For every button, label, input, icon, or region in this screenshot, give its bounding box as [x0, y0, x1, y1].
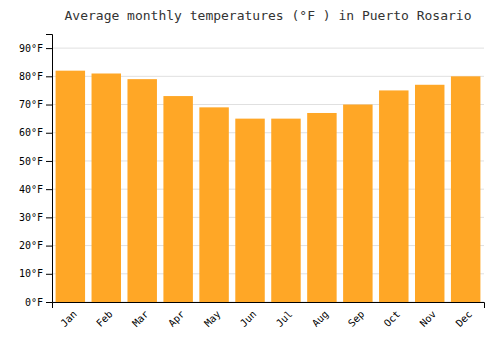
- x-tick: Aug: [310, 308, 331, 329]
- bar: [343, 105, 372, 302]
- grid: [52, 48, 484, 302]
- y-tick-label: 50°F: [19, 156, 43, 167]
- x-tick-label: Aug: [310, 308, 331, 329]
- x-tick: Jun: [238, 308, 259, 329]
- x-tick-label: May: [202, 308, 223, 329]
- bar: [271, 119, 300, 302]
- x-tick: Jan: [58, 308, 79, 329]
- x-tick-label: Jul: [274, 308, 295, 329]
- x-tick-label: Mar: [130, 308, 151, 329]
- chart-container: 0°F 10°F 20°F 30°F 40°F 50°F 60°F 70°F 80°F 90°F J…: [0, 0, 500, 350]
- y-tick-mark: [46, 161, 52, 162]
- x-tick: Dec: [454, 308, 475, 329]
- bars: [56, 71, 481, 302]
- y-tick: 0°F: [25, 297, 52, 308]
- bar: [415, 85, 444, 302]
- y-tick-label: 80°F: [19, 71, 43, 82]
- bar: [307, 113, 336, 302]
- bar: [451, 76, 480, 302]
- x-tick-label: Dec: [454, 308, 475, 329]
- chart-svg: 0°F 10°F 20°F 30°F 40°F 50°F 60°F 70°F 80°F 90°F J…: [0, 0, 500, 350]
- x-tick-label: Oct: [382, 308, 403, 329]
- bar: [235, 119, 264, 302]
- x-tick: Sep: [346, 308, 367, 329]
- y-tick-mark: [46, 105, 52, 106]
- x-tick-label: Jan: [58, 308, 79, 329]
- x-tick: May: [202, 308, 223, 329]
- y-tick: 80°F: [19, 71, 52, 82]
- y-tick-mark: [46, 133, 52, 134]
- chart-title: Average monthly temperatures (°F ) in Pu…: [65, 8, 472, 23]
- y-tick-mark: [46, 189, 52, 190]
- bar: [199, 107, 228, 302]
- y-tick-label: 70°F: [19, 99, 43, 110]
- bar: [127, 79, 156, 302]
- y-tick-label: 40°F: [19, 184, 43, 195]
- bar: [379, 90, 408, 302]
- y-tick: 90°F: [19, 43, 52, 54]
- y-tick-label: 0°F: [25, 297, 43, 308]
- y-tick: 50°F: [19, 156, 52, 167]
- x-tick-label: Sep: [346, 308, 367, 329]
- y-tick-mark: [46, 246, 52, 247]
- y-tick-label: 20°F: [19, 240, 43, 251]
- y-tick-label: 90°F: [19, 43, 43, 54]
- bar: [92, 73, 121, 302]
- y-axis: 0°F 10°F 20°F 30°F 40°F 50°F 60°F 70°F 80°F 90°F: [19, 35, 53, 308]
- x-axis-line: [53, 303, 485, 309]
- y-tick-label: 60°F: [19, 127, 43, 138]
- bar: [56, 71, 85, 302]
- bar: [163, 96, 192, 302]
- x-tick-label: Feb: [94, 308, 115, 329]
- y-tick: 70°F: [19, 99, 52, 110]
- x-axis: Jan Feb Mar Apr May Jun Jul Aug Sep Oct Nov Dec: [53, 303, 485, 329]
- y-axis-line: [46, 35, 53, 303]
- y-tick-label: 10°F: [19, 268, 43, 279]
- x-tick-label: Apr: [166, 308, 187, 329]
- x-tick: Nov: [418, 308, 439, 329]
- y-tick: 30°F: [19, 212, 52, 223]
- x-tick: Apr: [166, 308, 187, 329]
- y-tick-mark: [46, 217, 52, 218]
- y-tick-mark: [46, 76, 52, 77]
- y-tick-mark: [46, 48, 52, 49]
- y-tick: 20°F: [19, 240, 52, 251]
- x-tick-label: Nov: [418, 308, 439, 329]
- y-tick: 40°F: [19, 184, 52, 195]
- y-tick-label: 30°F: [19, 212, 43, 223]
- x-tick: Mar: [130, 308, 151, 329]
- x-tick: Oct: [382, 308, 403, 329]
- plot-area: 0°F 10°F 20°F 30°F 40°F 50°F 60°F 70°F 80°F 90°F J…: [19, 35, 485, 329]
- x-tick-label: Jun: [238, 308, 259, 329]
- y-tick: 10°F: [19, 268, 52, 279]
- y-tick-mark: [46, 302, 52, 303]
- x-tick: Jul: [274, 308, 295, 329]
- y-tick: 60°F: [19, 127, 52, 138]
- y-tick-mark: [46, 274, 52, 275]
- grid-line: [52, 48, 484, 49]
- x-tick: Feb: [94, 308, 115, 329]
